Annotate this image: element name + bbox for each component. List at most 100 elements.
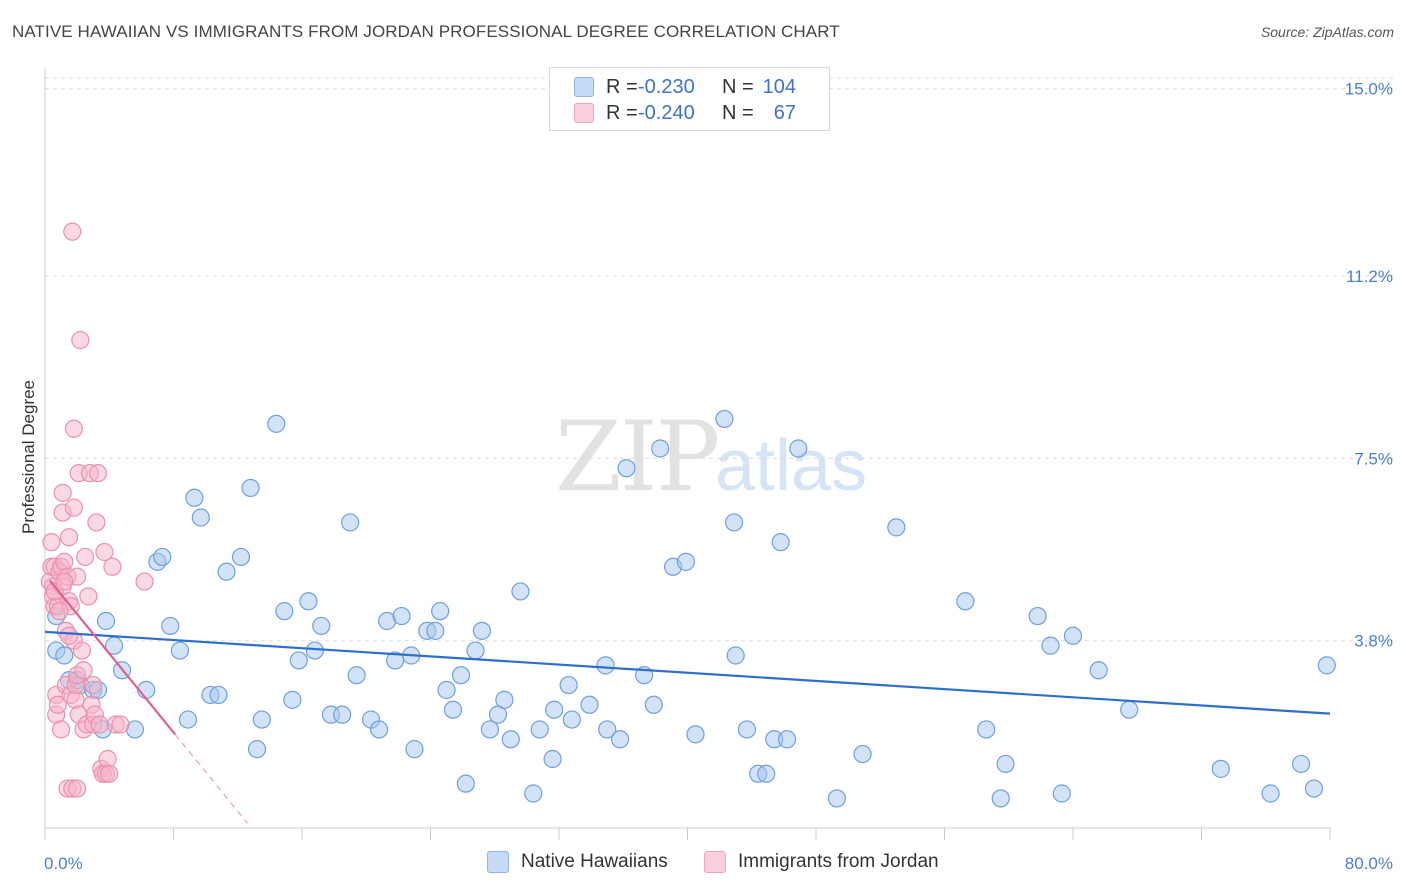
point-native-hawaiian — [715, 409, 734, 429]
legend-r-label: R = — [606, 75, 638, 98]
point-native-hawaiian — [686, 725, 705, 744]
point-native-hawaiian — [991, 789, 1010, 808]
point-native-hawaiian — [178, 710, 198, 729]
watermark-zip: ZIP — [555, 401, 718, 513]
point-native-hawaiian — [209, 685, 228, 705]
point-native-hawaiian — [347, 666, 366, 685]
legend-swatch-blue — [574, 77, 594, 97]
y-tick-label: 15.0% — [1345, 80, 1393, 99]
point-native-hawaiian — [545, 700, 564, 719]
point-jordan — [74, 661, 93, 680]
y-tick-label: 7.5% — [1354, 449, 1393, 468]
point-native-hawaiian — [392, 606, 411, 626]
point-native-hawaiian — [598, 720, 617, 739]
point-native-hawaiian — [431, 602, 450, 621]
point-native-hawaiian — [651, 439, 670, 458]
point-native-hawaiian — [289, 651, 308, 670]
point-native-hawaiian — [610, 730, 630, 749]
point-jordan — [50, 602, 69, 621]
legend-row-jordan: R = -0.240 N = 67 — [574, 101, 796, 125]
legend-n-value: 67 — [773, 101, 796, 124]
point-native-hawaiian — [153, 547, 172, 567]
point-native-hawaiian — [1063, 626, 1083, 645]
point-native-hawaiian — [275, 602, 294, 621]
point-native-hawaiian — [333, 705, 352, 724]
point-jordan — [103, 557, 122, 576]
point-jordan — [111, 715, 130, 734]
point-native-hawaiian — [312, 616, 331, 636]
y-tick-label: 3.8% — [1354, 632, 1393, 651]
point-native-hawaiian — [283, 690, 302, 709]
y-tick-label: 11.2% — [1346, 267, 1393, 286]
point-jordan — [51, 720, 71, 739]
point-native-hawaiian — [887, 518, 906, 537]
point-native-hawaiian — [827, 789, 846, 808]
point-jordan — [90, 715, 109, 734]
point-jordan — [72, 641, 92, 660]
series-legend-jordan: Immigrants from Jordan — [704, 851, 939, 873]
point-native-hawaiian — [480, 720, 500, 739]
point-native-hawaiian — [437, 680, 456, 700]
trend-line-jordan-extension — [174, 733, 248, 824]
point-native-hawaiian — [241, 478, 260, 498]
point-native-hawaiian — [299, 592, 318, 611]
point-native-hawaiian — [456, 774, 475, 793]
point-native-hawaiian — [405, 740, 424, 759]
trend-line-jordan — [48, 579, 176, 736]
point-native-hawaiian — [247, 740, 267, 759]
point-jordan — [79, 587, 98, 606]
point-native-hawaiian — [724, 513, 744, 532]
point-native-hawaiian — [472, 621, 491, 640]
point-native-hawaiian — [1261, 784, 1280, 803]
point-jordan — [55, 572, 74, 591]
point-native-hawaiian — [1317, 656, 1336, 675]
point-native-hawaiian — [1291, 754, 1311, 774]
point-native-hawaiian — [451, 666, 471, 685]
point-jordan — [42, 533, 61, 552]
series-swatch-pink — [704, 851, 726, 873]
point-jordan — [48, 695, 67, 714]
point-native-hawaiian — [596, 656, 615, 675]
x-tick-label: 0.0% — [44, 854, 83, 873]
point-native-hawaiian — [443, 700, 463, 719]
point-native-hawaiian — [956, 592, 975, 611]
trend-lines — [44, 579, 1331, 824]
point-jordan — [53, 483, 72, 502]
point-native-hawaiian — [1211, 759, 1230, 778]
point-native-hawaiian — [777, 730, 797, 749]
point-jordan — [68, 779, 87, 798]
point-jordan — [84, 675, 103, 695]
point-native-hawaiian — [771, 533, 790, 552]
legend-n-value: 104 — [762, 75, 796, 98]
point-native-hawaiian — [55, 646, 74, 665]
point-jordan — [71, 330, 90, 350]
point-native-hawaiian — [789, 439, 808, 458]
point-native-hawaiian — [737, 720, 757, 739]
point-jordan — [100, 764, 119, 783]
point-native-hawaiian — [580, 695, 599, 714]
point-native-hawaiian — [644, 695, 663, 714]
point-native-hawaiian — [170, 641, 190, 660]
series-label-native-hawaiians: Native Hawaiians — [521, 851, 668, 872]
legend-n-label: N = — [722, 101, 754, 124]
chart-source: Source: ZipAtlas.com — [1260, 24, 1394, 40]
chart-title: NATIVE HAWAIIAN VS IMMIGRANTS FROM JORDA… — [12, 22, 840, 41]
point-native-hawaiian — [1052, 784, 1071, 803]
data-points — [40, 222, 1336, 808]
point-jordan — [55, 552, 74, 571]
point-jordan — [59, 626, 79, 645]
legend-r-value: -0.240 — [638, 101, 695, 124]
point-jordan — [95, 542, 114, 562]
point-native-hawaiian — [1041, 636, 1060, 655]
point-jordan — [76, 547, 95, 567]
point-native-hawaiian — [191, 508, 210, 527]
watermark-atlas: atlas — [715, 426, 867, 506]
correlation-legend: R = -0.230 N = 104 R = -0.240 N = 67 — [549, 67, 830, 131]
legend-row-native-hawaiians: R = -0.230 N = 104 — [574, 75, 796, 99]
point-jordan — [59, 528, 79, 547]
tick-labels: 3.8% 7.5% 11.2% 15.0% 0.0% 80.0% — [44, 80, 1393, 873]
series-swatch-blue — [487, 851, 509, 873]
point-native-hawaiian — [617, 459, 636, 478]
point-native-hawaiian — [559, 675, 578, 695]
